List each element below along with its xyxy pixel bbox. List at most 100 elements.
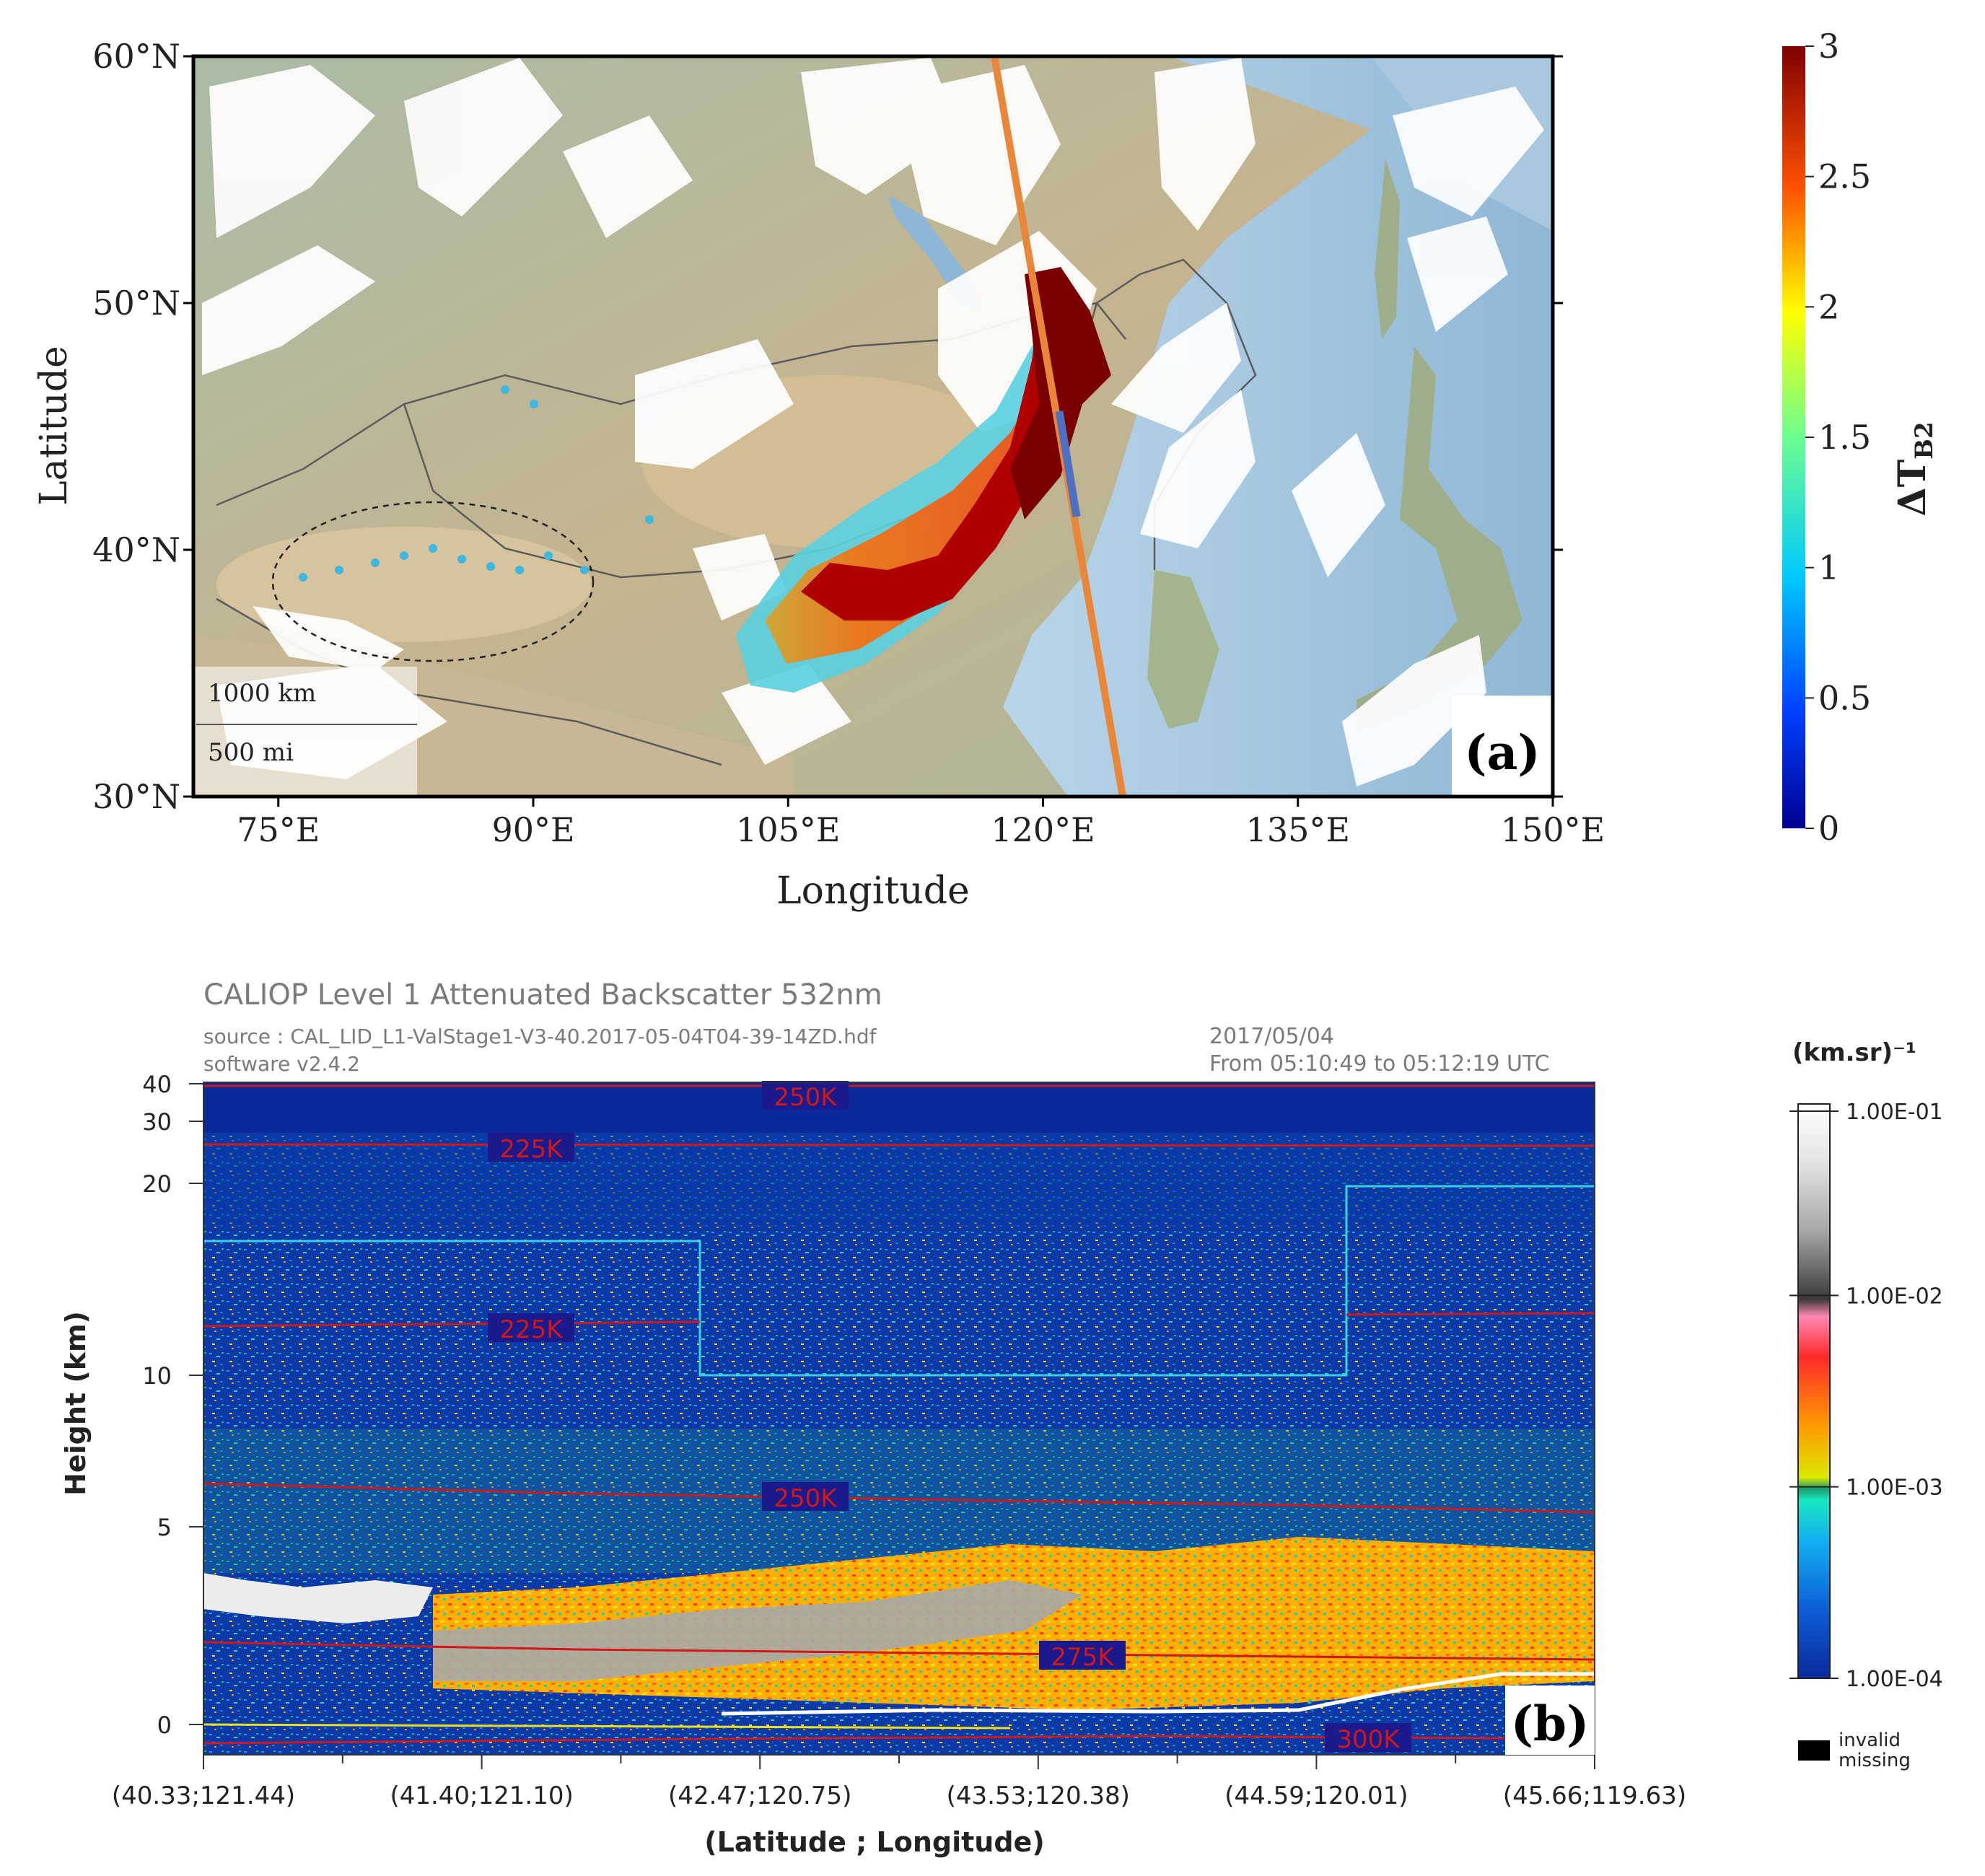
panel-b-label: (b)	[1511, 1696, 1590, 1752]
panel-b: CALIOP Level 1 Attenuated Backscatter 53…	[60, 978, 1943, 1858]
taklimakan-outline	[271, 501, 595, 662]
upper-noise-band	[203, 1133, 1595, 1227]
dot	[580, 566, 589, 574]
isotherm-225k-upper	[203, 1143, 1595, 1147]
isotherm-label: 275K	[1051, 1643, 1115, 1672]
caliop-date: 2017/05/04	[1209, 1024, 1334, 1049]
white-swath	[635, 339, 794, 469]
lat-tick-label: 50°N	[92, 284, 180, 323]
white-swath	[722, 664, 851, 765]
white-swath	[1111, 303, 1241, 433]
isotherm-label-bg	[488, 1313, 574, 1342]
dot	[486, 562, 495, 571]
isotherm-label-bg	[762, 1081, 849, 1110]
x-tick-label: (42.47;120.75)	[668, 1781, 851, 1810]
panel-a-xlabel: Longitude	[776, 869, 970, 913]
dust-core-darkred	[1010, 267, 1111, 520]
isotherm-label: 225K	[499, 1315, 564, 1344]
isotherm-label: 250K	[774, 1484, 838, 1513]
white-swath	[1407, 216, 1508, 332]
white-swath	[1140, 390, 1256, 548]
isotherm-label-bg	[762, 1482, 849, 1511]
panel-b-label-box	[1505, 1686, 1595, 1755]
white-swath	[253, 606, 404, 671]
colorbar-a-tick-label: 0	[1818, 809, 1839, 848]
dot	[645, 515, 654, 524]
caliop-software: software v2.4.2	[203, 1052, 360, 1076]
sakhalin	[1375, 159, 1400, 339]
lon-tick-label: 90°E	[491, 810, 574, 849]
dot	[371, 558, 380, 567]
lon-tick-label: 75°E	[237, 810, 320, 849]
panel-a-ylabel: Latitude	[32, 346, 76, 506]
colorbar-b	[1797, 1103, 1831, 1679]
isotherm-225k-right	[1346, 1312, 1595, 1316]
colorbar-b-ticks: 1.00E-01 1.00E-02 1.00E-03 1.00E-04	[1789, 1100, 1943, 1692]
dot	[299, 573, 307, 582]
colorbar-a	[1782, 46, 1805, 828]
lon-tick-label: 120°E	[991, 810, 1095, 849]
isotherm-label-bg	[1039, 1641, 1126, 1670]
taklimakan-dots	[299, 385, 654, 582]
white-swath	[404, 58, 563, 216]
lat-tick-label: 60°N	[92, 37, 180, 76]
surface-return	[721, 1672, 1595, 1716]
lon-tick-label: 150°E	[1501, 810, 1605, 849]
dot	[429, 544, 437, 553]
dot	[400, 551, 408, 560]
lon-tick-label: 105°E	[736, 810, 840, 849]
dot	[515, 566, 524, 574]
x-tick-label: (41.40;121.10)	[390, 1781, 573, 1810]
legend-invalid: invalid	[1839, 1730, 1901, 1751]
height-tick-label: 10	[142, 1362, 172, 1390]
colorbar-a-tick-label: 2.5	[1818, 157, 1871, 196]
korean-peninsula	[1147, 570, 1219, 729]
isotherm-label-bg	[488, 1133, 574, 1162]
isotherm-label: 225K	[499, 1135, 564, 1164]
panel-a-label: (a)	[1464, 724, 1540, 781]
white-swath	[1154, 58, 1256, 231]
dot	[457, 555, 466, 564]
dot	[530, 400, 538, 408]
colorbar-a-tick-label: 3	[1818, 27, 1839, 66]
colorbar-b-tick-label: 1.00E-02	[1846, 1284, 1943, 1309]
dot	[544, 551, 553, 560]
white-swath	[202, 245, 375, 375]
height-tick-label: 30	[142, 1108, 172, 1136]
cirrus-box-left	[203, 1240, 701, 1375]
colorbar-a-tick-label: 1	[1818, 548, 1839, 587]
scale-bar-mi: 500 mi	[208, 738, 294, 767]
colorbar-a-title-main: ΔT	[1890, 459, 1934, 516]
panel-b-ylabel: Height (km)	[60, 1311, 92, 1496]
x-tick-label: (44.59;120.01)	[1224, 1781, 1408, 1810]
dot	[501, 385, 509, 394]
isotherm-label: 250K	[774, 1083, 838, 1112]
height-tick-label: 0	[157, 1711, 172, 1739]
isotherm-label: 300K	[1336, 1725, 1401, 1754]
x-tick-label: (45.66;119.63)	[1503, 1781, 1686, 1810]
dust-plume	[736, 267, 1111, 693]
height-tick-label: 20	[142, 1170, 172, 1198]
scale-bar-km: 1000 km	[208, 679, 316, 708]
x-tick-label: (43.53;120.38)	[947, 1781, 1130, 1810]
panel-a-axes: 60°N 50°N 40°N 30°N 75°E 90°E 105°E 120°E 135°E 1…	[92, 37, 1605, 849]
cloud-left	[203, 1573, 433, 1623]
isotherm-225k-mid	[203, 1320, 701, 1328]
isotherm-label-bg	[1325, 1723, 1411, 1752]
surface-line	[203, 1723, 1011, 1730]
colorbar-a-title: ΔTB2	[1890, 421, 1939, 516]
japan-islands	[1357, 346, 1522, 729]
caliop-title: CALIOP Level 1 Attenuated Backscatter 53…	[203, 978, 882, 1012]
white-swath	[209, 65, 375, 238]
dot	[335, 566, 343, 574]
white-swath	[1393, 87, 1544, 216]
calipso-track-highlight	[1055, 411, 1081, 517]
colorbar-b-unit: (km.sr)⁻¹	[1792, 1038, 1916, 1067]
caliop-time-range: From 05:10:49 to 05:12:19 UTC	[1209, 1051, 1550, 1077]
colorbar-b-tick-label: 1.00E-01	[1846, 1100, 1943, 1125]
isotherm-labels: 250K 225K 225K 250K 275K 300K	[488, 1081, 1411, 1754]
map-frame	[191, 54, 1555, 799]
colorbar-a-tick-label: 1.5	[1818, 418, 1871, 457]
white-swath	[1292, 433, 1385, 577]
